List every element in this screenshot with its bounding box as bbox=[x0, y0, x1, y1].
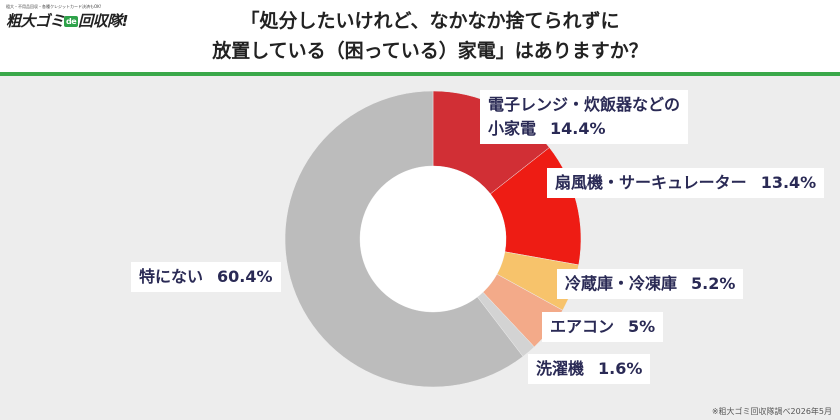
logo-wordmark: 粗大ゴミ de 回収隊! bbox=[6, 10, 129, 31]
header: 粗大・不用品回収・各種クレジットカード決済もOK! 粗大ゴミ de 回収隊! 「処分… bbox=[0, 0, 840, 72]
slice-value-label: 14.4% bbox=[550, 119, 606, 138]
label-washing-machines: 洗濯機 1.6% bbox=[528, 354, 651, 384]
logo-name-prefix: 粗大ゴミ bbox=[6, 12, 65, 30]
source-note: ※粗大ゴミ回収隊調べ2026年5月 bbox=[711, 407, 832, 416]
label-fans: 扇風機・サーキュレーター 13.4% bbox=[547, 168, 825, 198]
title-line-2: 放置している（困っている）家電」はありますか？ bbox=[212, 40, 648, 62]
label-line: エアコン 5% bbox=[550, 315, 655, 339]
slice-value-label: 5% bbox=[628, 317, 656, 336]
slice-label-text: 特にない bbox=[139, 267, 204, 286]
label-line: 扇風機・サーキュレーター 13.4% bbox=[555, 171, 816, 195]
logo-name-suffix: 回収隊! bbox=[78, 12, 129, 30]
slice-label-text: 電子レンジ・炊飯器などの bbox=[488, 95, 681, 114]
slice-value-label: 60.4% bbox=[217, 267, 273, 286]
donut-chart bbox=[284, 90, 582, 388]
label-small-appliances: 電子レンジ・炊飯器などの 小家電 14.4% bbox=[480, 90, 689, 144]
slice-value-label: 1.6% bbox=[598, 359, 643, 378]
logo-badge: de bbox=[64, 16, 79, 27]
slice-label-text: 冷蔵庫・冷凍庫 bbox=[565, 274, 678, 293]
chart-title: 「処分したいけれど、なかなか捨てられずに 放置している（困っている）家電」はあり… bbox=[150, 6, 710, 66]
slice-label-text: 扇風機・サーキュレーター bbox=[555, 173, 747, 192]
label-refrigerators: 冷蔵庫・冷凍庫 5.2% bbox=[557, 269, 744, 299]
title-line-1: 「処分したいけれど、なかなか捨てられずに bbox=[240, 10, 620, 32]
slice-value-label: 13.4% bbox=[760, 173, 817, 192]
slice-label-text: 小家電 bbox=[488, 119, 537, 138]
label-line: 電子レンジ・炊飯器などの bbox=[488, 93, 680, 117]
label-line: 特にない 60.4% bbox=[139, 265, 273, 289]
header-divider bbox=[0, 72, 840, 76]
label-none: 特にない 60.4% bbox=[131, 262, 281, 292]
slice-label-text: エアコン bbox=[550, 317, 615, 336]
label-line: 小家電 14.4% bbox=[488, 117, 680, 141]
logo-tagline: 粗大・不用品回収・各種クレジットカード決済もOK! bbox=[6, 4, 102, 9]
label-air-conditioners: エアコン 5% bbox=[542, 312, 664, 342]
label-line: 冷蔵庫・冷凍庫 5.2% bbox=[565, 272, 735, 296]
slice-label-text: 洗濯機 bbox=[536, 359, 585, 378]
label-line: 洗濯機 1.6% bbox=[536, 357, 642, 381]
donut-hole bbox=[360, 166, 506, 312]
slice-value-label: 5.2% bbox=[691, 274, 736, 293]
brand-logo: 粗大・不用品回収・各種クレジットカード決済もOK! 粗大ゴミ de 回収隊! bbox=[6, 4, 129, 31]
chart-panel: 電子レンジ・炊飯器などの 小家電 14.4% 扇風機・サーキュレーター 13.4% 冷蔵庫… bbox=[0, 76, 840, 420]
